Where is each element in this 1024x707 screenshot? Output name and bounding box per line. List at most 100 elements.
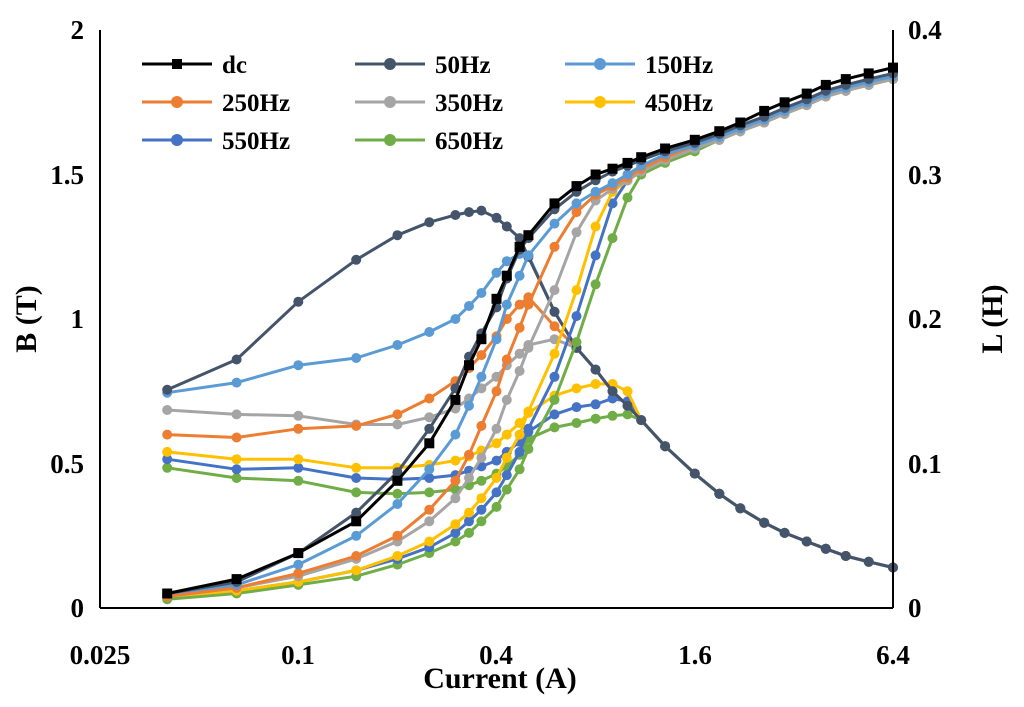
data-point-dc-B — [476, 334, 487, 345]
data-point-150hz-B — [476, 371, 487, 382]
data-point-250hz-B — [424, 504, 435, 515]
data-point-450hz-L — [450, 455, 461, 466]
y-right-tick-label: 0.3 — [908, 160, 942, 190]
data-point-dc-B — [514, 241, 525, 252]
data-point-dc-B — [501, 270, 512, 281]
data-point-dc-B — [735, 117, 746, 128]
data-point-550hz-B — [549, 371, 560, 382]
data-point-250hz-B — [476, 420, 487, 431]
data-point-450hz-B — [549, 348, 560, 359]
legend-marker-250hz — [171, 96, 183, 108]
legend-label-250hz: 250Hz — [222, 90, 290, 117]
y-right-tick-label: 0.4 — [908, 15, 942, 45]
data-point-250hz-L — [162, 429, 173, 440]
data-point-50hz-L — [607, 386, 618, 397]
data-point-650hz-B — [476, 516, 487, 527]
data-point-650hz-B — [549, 394, 560, 405]
data-point-dc-B — [424, 438, 435, 449]
data-point-350hz-B — [571, 227, 582, 238]
data-point-250hz-B — [571, 207, 582, 218]
legend-label-50hz: 50Hz — [435, 52, 491, 79]
data-point-550hz-B — [523, 423, 534, 434]
data-point-dc-B — [464, 360, 474, 371]
axes — [99, 30, 894, 609]
data-point-dc-B — [549, 198, 560, 209]
data-point-50hz-L — [689, 468, 700, 479]
data-point-350hz-L — [162, 405, 173, 415]
data-point-50hz-L — [714, 488, 725, 499]
data-point-150hz-B — [450, 429, 461, 440]
data-point-250hz-B — [501, 354, 512, 365]
data-point-250hz-L — [476, 350, 487, 361]
data-point-350hz-B — [450, 493, 461, 504]
data-point-150hz-L — [450, 314, 461, 324]
data-point-250hz-L — [293, 423, 304, 434]
data-point-250hz-B — [523, 299, 534, 310]
data-point-150hz-B — [491, 334, 502, 345]
data-point-250hz-B — [491, 386, 502, 397]
series-line-350hz-B — [167, 77, 894, 598]
data-point-650hz-B — [501, 484, 512, 495]
data-point-150hz-L — [293, 360, 304, 371]
y-left-tick-label: 0 — [71, 593, 85, 623]
data-point-650hz-L — [293, 475, 304, 486]
data-point-350hz-B — [424, 516, 435, 527]
data-point-50hz-L — [820, 543, 831, 554]
data-point-550hz-L — [590, 399, 601, 410]
data-point-50hz-L — [549, 306, 560, 317]
data-point-150hz-L — [424, 327, 435, 337]
data-point-650hz-B — [622, 192, 633, 203]
y-left-tick-label: 0.5 — [50, 449, 84, 479]
data-point-450hz-L — [590, 379, 601, 389]
data-point-150hz-L — [476, 288, 487, 298]
data-point-550hz-B — [491, 487, 502, 498]
data-point-50hz-L — [351, 254, 362, 265]
data-point-650hz-B — [523, 444, 534, 454]
data-point-50hz-B — [351, 507, 362, 518]
data-point-dc-B — [571, 181, 582, 192]
data-point-50hz-L — [801, 536, 812, 547]
data-point-150hz-B — [392, 499, 403, 509]
data-point-50hz-L — [779, 527, 790, 538]
data-point-50hz-L — [392, 230, 403, 241]
data-point-dc-B — [660, 143, 671, 154]
data-point-150hz-B — [293, 559, 304, 570]
data-point-650hz-B — [450, 536, 461, 547]
data-point-250hz-B — [464, 449, 474, 460]
data-point-550hz-B — [464, 516, 474, 527]
legend-item-150hz: 150Hz — [565, 52, 713, 79]
data-point-450hz-B — [392, 551, 403, 561]
data-point-450hz-L — [622, 386, 633, 397]
data-point-650hz-B — [491, 501, 502, 512]
data-point-350hz-B — [523, 342, 534, 353]
data-point-350hz-B — [514, 366, 525, 376]
data-point-650hz-B — [607, 233, 618, 244]
data-point-550hz-B — [571, 311, 582, 322]
y-left-tick-label: 1 — [71, 304, 85, 334]
data-point-550hz-L — [571, 402, 582, 413]
data-point-650hz-L — [351, 487, 362, 498]
data-point-550hz-L — [351, 473, 362, 483]
legend-marker-550hz — [171, 134, 183, 146]
data-point-dc-B — [293, 548, 304, 559]
data-point-250hz-L — [231, 432, 242, 443]
data-point-550hz-L — [424, 473, 435, 483]
series-line-550hz-B — [167, 77, 894, 598]
plot-area — [162, 62, 898, 605]
data-point-dc-B — [162, 588, 173, 599]
x-tick-label: 0.1 — [281, 640, 315, 670]
data-point-250hz-B — [514, 322, 525, 333]
data-point-650hz-B — [464, 527, 474, 538]
data-point-350hz-B — [476, 452, 487, 463]
data-point-650hz-L — [162, 462, 173, 473]
y-left-tick-labels: 0 0.5 1 1.5 2 — [50, 15, 84, 623]
data-point-650hz-L — [607, 410, 618, 421]
legend-item-450hz: 450Hz — [565, 90, 713, 117]
data-point-150hz-B — [523, 250, 534, 261]
data-point-350hz-L — [293, 410, 304, 421]
legend-item-dc: dc — [142, 52, 247, 79]
data-point-150hz-B — [501, 299, 512, 310]
data-point-dc-B — [801, 88, 812, 99]
data-point-650hz-L — [622, 409, 633, 420]
data-point-dc-B — [607, 163, 618, 174]
